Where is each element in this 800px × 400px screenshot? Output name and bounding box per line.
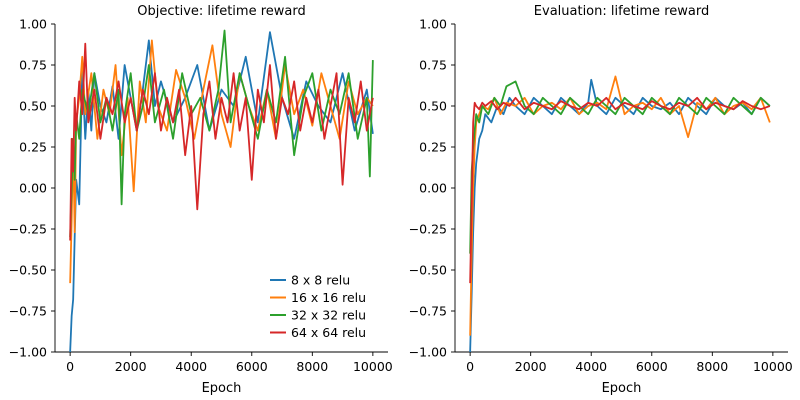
objective-legend-label: 32 x 32 relu — [291, 308, 366, 323]
evaluation-series-line-4 — [469, 96, 771, 284]
objective-series-line-2 — [69, 39, 374, 284]
evaluation-y-tick-label: −1.00 — [409, 345, 447, 360]
evaluation-panel: Evaluation: lifetime reward Epoch −1.00−… — [409, 4, 793, 396]
objective-legend-label: 8 x 8 relu — [291, 273, 350, 288]
evaluation-y-tick-label: 1.00 — [419, 17, 447, 32]
evaluation-x-tick-label: 4000 — [575, 359, 607, 374]
objective-y-tick-label: −0.25 — [9, 222, 47, 237]
evaluation-x-label: Epoch — [602, 381, 642, 396]
objective-y-tick-label: −0.50 — [9, 263, 47, 278]
objective-x-label: Epoch — [202, 381, 242, 396]
objective-x-tick-label: 4000 — [175, 359, 207, 374]
evaluation-x-tick-label: 8000 — [696, 359, 728, 374]
evaluation-x-tick-label: 0 — [466, 359, 474, 374]
evaluation-y-tick-label: 0.50 — [419, 99, 447, 114]
evaluation-y-tick-label: −0.75 — [409, 304, 447, 319]
objective-y-tick-label: −0.75 — [9, 304, 47, 319]
objective-y-tick-label: 0.00 — [19, 181, 47, 196]
objective-y-tick-label: 1.00 — [19, 17, 47, 32]
objective-series-line-4 — [69, 42, 374, 241]
evaluation-y-tick-label: −0.25 — [409, 222, 447, 237]
objective-panel: Objective: lifetime reward Epoch −1.00 −0… — [9, 4, 393, 396]
objective-y-tick-label: −1.00 — [9, 345, 47, 360]
objective-x-tick-label: 6000 — [236, 359, 268, 374]
objective-legend-label: 16 x 16 relu — [291, 290, 366, 305]
objective-legend: 8 x 8 relu 16 x 16 relu 32 x 32 relu 64 x 6… — [270, 273, 366, 340]
evaluation-axes: −1.00 −0.75 −0.50 −0.25 0.00 0.25 0.50 0.75 1.00… — [409, 17, 793, 375]
objective-x-tick-label: 10000 — [353, 359, 393, 374]
objective-x-tick-label: 8000 — [296, 359, 328, 374]
evaluation-y-tick-label: 0.75 — [419, 58, 447, 73]
evaluation-series-line-3 — [469, 80, 771, 254]
objective-x-tick-label: 0 — [66, 359, 74, 374]
evaluation-series-lines — [469, 75, 771, 353]
objective-axes: −1.00 −0.75 −0.50 −0.25 0.00 0.25 0.50 0.75 1.00… — [9, 17, 393, 375]
evaluation-y-tick-label: 0.25 — [419, 140, 447, 155]
evaluation-x-tick-label: 10000 — [753, 359, 793, 374]
objective-x-tick-label: 2000 — [115, 359, 147, 374]
evaluation-series-line-1 — [469, 78, 771, 353]
objective-y-tick-label: 0.50 — [19, 99, 47, 114]
objective-title: Objective: lifetime reward — [137, 4, 305, 19]
evaluation-y-tick-label: −0.50 — [409, 263, 447, 278]
evaluation-y-tick-label: 0.00 — [419, 181, 447, 196]
evaluation-title: Evaluation: lifetime reward — [534, 4, 709, 19]
evaluation-x-tick-label: 2000 — [515, 359, 547, 374]
objective-series-line-1 — [69, 31, 374, 353]
objective-series-lines — [69, 29, 374, 353]
objective-series-line-3 — [69, 29, 374, 238]
evaluation-series-line-2 — [469, 75, 771, 336]
objective-y-tick-label: 0.25 — [19, 140, 47, 155]
objective-y-tick-label: 0.75 — [19, 58, 47, 73]
objective-legend-label: 64 x 64 relu — [291, 325, 366, 340]
evaluation-x-tick-label: 6000 — [636, 359, 668, 374]
